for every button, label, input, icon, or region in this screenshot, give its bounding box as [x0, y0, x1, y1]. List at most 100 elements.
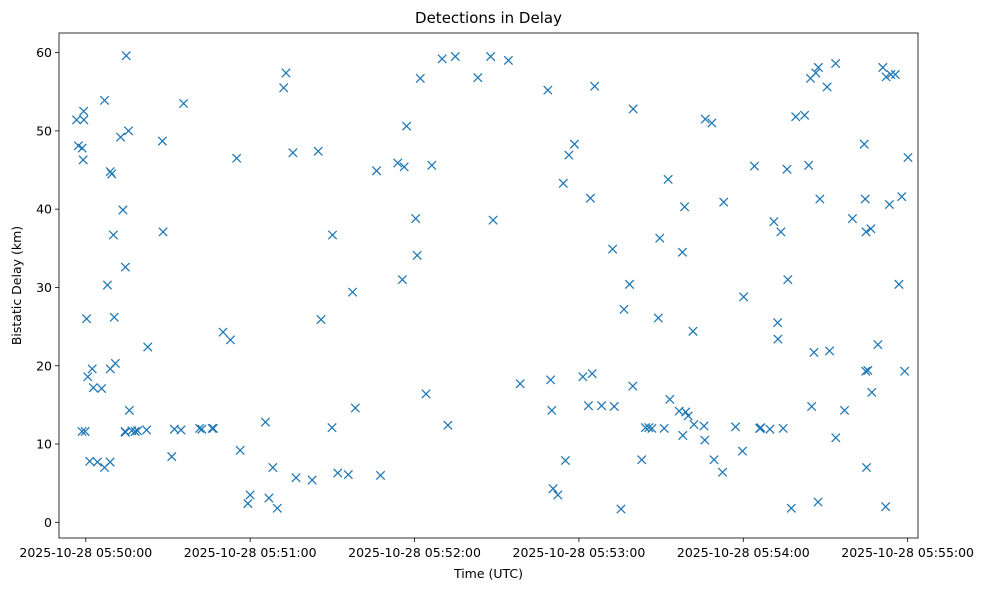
data-point	[590, 81, 600, 91]
data-point	[628, 381, 638, 391]
data-point	[583, 401, 594, 411]
data-point	[547, 405, 557, 416]
data-point	[689, 419, 699, 430]
data-point	[307, 475, 317, 485]
data-point	[831, 433, 841, 443]
data-point	[897, 191, 907, 202]
data-point	[688, 326, 698, 336]
data-point	[900, 366, 910, 376]
data-point	[87, 364, 97, 374]
data-point	[78, 155, 88, 165]
data-point	[737, 446, 748, 456]
data-point	[450, 51, 460, 62]
data-point	[663, 174, 673, 185]
data-point	[218, 327, 228, 337]
data-point	[799, 110, 810, 120]
data-point	[756, 422, 766, 433]
data-point	[569, 139, 580, 149]
data-point	[243, 498, 253, 509]
data-point	[130, 426, 140, 437]
y-tick-label: 30	[36, 280, 52, 295]
data-point	[208, 423, 218, 434]
data-point	[847, 213, 858, 224]
data-point	[677, 247, 688, 257]
data-point	[776, 227, 786, 237]
data-point	[99, 95, 110, 105]
x-tick-label: 2025-10-28 05:51:00	[184, 545, 317, 560]
data-point	[207, 423, 217, 434]
data-point	[553, 490, 563, 500]
data-point	[316, 314, 326, 325]
data-point	[886, 69, 896, 80]
data-point	[96, 383, 107, 394]
data-point	[77, 143, 87, 153]
data-point	[839, 405, 850, 416]
data-point	[881, 72, 891, 82]
data-point	[700, 114, 710, 124]
y-axis-label: Bistatic Delay (km)	[9, 226, 24, 345]
data-point	[232, 153, 242, 163]
data-point	[375, 470, 386, 481]
data-point	[863, 365, 873, 376]
data-point	[157, 136, 168, 146]
x-axis-ticks: 2025-10-28 05:50:00 2025-10-28 05:51:00 20…	[19, 538, 974, 560]
data-point	[143, 342, 153, 352]
data-point	[350, 403, 361, 413]
data-point	[678, 430, 688, 441]
data-point	[272, 503, 282, 513]
data-point	[772, 318, 783, 328]
data-point	[831, 58, 841, 69]
data-point	[786, 503, 796, 513]
data-point	[637, 455, 647, 465]
data-point	[120, 262, 131, 272]
data-point	[861, 227, 871, 237]
data-point	[738, 292, 749, 302]
data-point	[860, 194, 870, 204]
data-point	[807, 401, 817, 412]
data-point	[653, 313, 663, 323]
data-point	[347, 287, 358, 297]
data-point	[749, 161, 760, 171]
data-point	[659, 423, 669, 434]
data-point	[411, 213, 421, 224]
y-tick-label: 50	[36, 123, 52, 138]
x-tick-label: 2025-10-28 05:54:00	[677, 545, 810, 560]
data-point	[488, 215, 498, 225]
data-point	[415, 73, 425, 84]
data-point	[890, 69, 900, 80]
data-point	[327, 230, 338, 240]
data-point	[717, 467, 728, 477]
data-point	[609, 401, 619, 412]
data-point	[71, 115, 82, 125]
data-point	[782, 164, 792, 174]
data-point	[545, 375, 556, 385]
data-point	[811, 68, 821, 78]
data-point	[167, 451, 177, 462]
data-point	[141, 425, 152, 435]
data-point	[809, 347, 819, 358]
data-point	[427, 160, 437, 170]
data-point	[124, 405, 134, 416]
data-point	[88, 383, 98, 393]
y-tick-label: 60	[36, 45, 52, 60]
data-point	[585, 193, 596, 203]
data-point	[245, 490, 255, 500]
data-point	[437, 54, 447, 64]
data-point	[288, 148, 298, 158]
data-point	[815, 194, 825, 204]
x-tick-label: 2025-10-28 05:50:00	[19, 545, 152, 560]
data-point	[619, 304, 629, 315]
data-point	[264, 493, 274, 503]
data-point	[730, 422, 741, 432]
data-point	[158, 227, 168, 237]
data-point	[903, 152, 913, 163]
data-point	[859, 139, 869, 149]
data-point	[873, 339, 883, 350]
data-point	[665, 394, 675, 405]
data-point	[313, 146, 323, 156]
data-point	[719, 197, 729, 207]
data-point	[194, 423, 205, 434]
data-point	[83, 372, 93, 382]
plot-area-frame	[58, 32, 919, 539]
data-point	[679, 202, 690, 212]
